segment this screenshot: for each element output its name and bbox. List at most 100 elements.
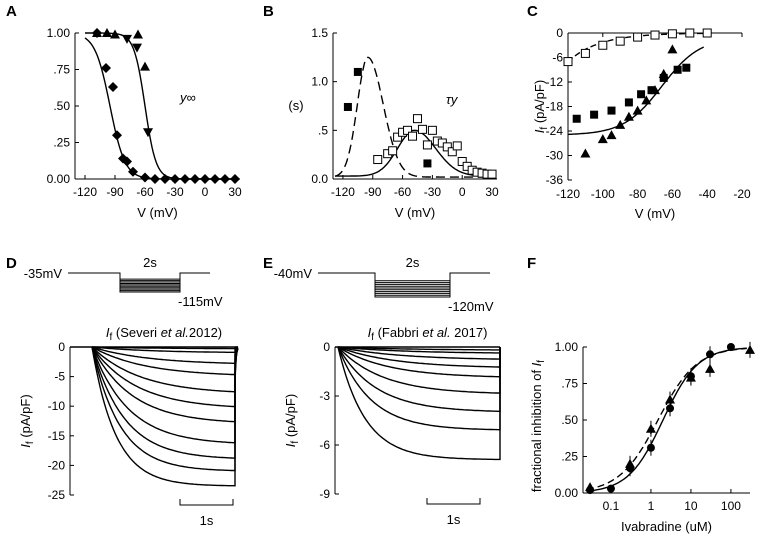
data-point-triangle-down bbox=[122, 34, 132, 44]
data-point-square-open bbox=[408, 131, 418, 141]
y-axis-label: If (pA/pF) bbox=[18, 394, 36, 447]
y-label-sub: f bbox=[25, 441, 36, 444]
y-tick-label: .50 bbox=[53, 99, 70, 113]
y-tick-label: -15 bbox=[48, 429, 66, 443]
data-point-circle bbox=[706, 350, 715, 359]
x-tick-label: -30 bbox=[166, 185, 184, 199]
data-point-triangle bbox=[745, 344, 755, 354]
protocol-duration-label: 2s bbox=[406, 255, 420, 270]
panel-b: 0.0 .5 1.0 1.5 -120 -90 -60 -30 0 30 V (mV) (s) τy bbox=[288, 26, 499, 220]
data-point-square-open bbox=[598, 40, 608, 50]
y-tick-label: .25 bbox=[53, 136, 70, 150]
title-et-al: et al. bbox=[161, 325, 189, 340]
panel-title: If (Fabbri et al. 2017) bbox=[368, 325, 488, 343]
data-point-square-open bbox=[650, 30, 660, 40]
y-label-text: fractional inhibition of bbox=[529, 366, 544, 492]
data-point-diamond bbox=[220, 174, 230, 184]
y-tick-label: -24 bbox=[546, 124, 564, 138]
scale-bar-label: 1s bbox=[447, 512, 461, 527]
x-tick-label: 30 bbox=[485, 185, 499, 199]
y-tick-label: 0 bbox=[323, 340, 330, 354]
x-axis-label: Ivabradine (uM) bbox=[621, 519, 712, 534]
y-tick-label: -3 bbox=[319, 389, 330, 403]
data-point-square bbox=[423, 159, 432, 168]
data-point-square-open bbox=[393, 132, 403, 142]
data-point-diamond bbox=[200, 174, 210, 184]
data-point-square bbox=[607, 106, 616, 115]
current-trace bbox=[337, 346, 501, 351]
protocol-holding-label: -40mV bbox=[274, 266, 313, 281]
x-tick-label: 100 bbox=[721, 499, 741, 513]
y-label-i: I bbox=[529, 362, 544, 366]
data-point-triangle bbox=[645, 423, 656, 433]
y-tick-label: -12 bbox=[546, 75, 564, 89]
data-point-circle bbox=[726, 343, 735, 351]
panel-letter-e: E bbox=[263, 255, 273, 272]
panel-letter-c: C bbox=[527, 3, 538, 20]
data-point-triangle bbox=[623, 111, 634, 121]
title-post: 2017) bbox=[451, 325, 488, 340]
y-label-sub: f bbox=[290, 441, 301, 444]
data-point-triangle bbox=[658, 68, 669, 78]
y-tick-label: 0.00 bbox=[555, 486, 579, 500]
x-tick-label: -30 bbox=[424, 185, 442, 199]
y-tick-label: 1.00 bbox=[47, 26, 71, 40]
x-tick-label: -90 bbox=[106, 185, 124, 199]
data-point-triangle bbox=[102, 28, 112, 37]
scale-bar bbox=[179, 499, 234, 506]
panel-letter-d: D bbox=[6, 255, 17, 272]
y-label-unit: (pA/pF) bbox=[18, 394, 33, 441]
panel-a: 0.00 .25 .50 .75 1.00 -120 -90 -60 -30 0 30 V (mV) y… bbox=[47, 26, 242, 220]
current-trace bbox=[337, 346, 501, 354]
data-point-diamond bbox=[112, 130, 122, 141]
fit-curve-1 bbox=[85, 32, 235, 180]
y-tick-label: 1.0 bbox=[311, 75, 328, 89]
x-tick-label: 10 bbox=[684, 499, 698, 513]
panel-title: If (Severi et al.2012) bbox=[106, 325, 222, 343]
data-point-diamond bbox=[210, 174, 220, 184]
data-point-triangle bbox=[685, 372, 696, 382]
x-tick-label: -120 bbox=[73, 185, 97, 199]
y-tick-label: -25 bbox=[48, 488, 66, 502]
data-point-triangle bbox=[667, 44, 678, 54]
panel-letter-b: B bbox=[263, 3, 274, 20]
y-tick-label: 1.00 bbox=[555, 340, 579, 354]
data-point-triangle bbox=[597, 134, 608, 144]
data-point-square-open bbox=[417, 124, 427, 134]
data-point-diamond bbox=[150, 174, 160, 184]
data-point-square-open bbox=[447, 147, 457, 157]
data-point-triangle-down bbox=[143, 128, 153, 138]
data-point-square bbox=[590, 110, 599, 119]
x-tick-label: -60 bbox=[664, 187, 682, 201]
data-point-square bbox=[682, 63, 691, 72]
protocol-step-label: -115mV bbox=[178, 294, 223, 309]
data-point-triangle bbox=[140, 61, 150, 71]
title-sub: f bbox=[371, 332, 374, 343]
data-point-square bbox=[343, 102, 352, 111]
protocol-step-label: -120mV bbox=[448, 299, 494, 314]
protocol-duration-label: 2s bbox=[143, 255, 157, 270]
data-point-triangle bbox=[615, 119, 626, 129]
data-point-square bbox=[637, 90, 646, 99]
x-axis-label: V (mV) bbox=[635, 206, 675, 221]
data-point-square-open bbox=[412, 114, 422, 124]
data-point-circle bbox=[646, 443, 655, 452]
data-point-triangle bbox=[133, 29, 143, 39]
y-tick-label: -36 bbox=[546, 173, 564, 187]
data-point-triangle bbox=[580, 148, 591, 158]
title-sub: f bbox=[110, 332, 113, 343]
y-tick-label: .50 bbox=[561, 413, 578, 427]
data-point-square bbox=[647, 86, 656, 95]
data-point-square bbox=[624, 98, 633, 107]
x-tick-label: -20 bbox=[733, 187, 751, 201]
panel-f: 0.00 .25 .50 .75 1.00 0.1 1 10 100 Ivabradine (uM… bbox=[529, 340, 755, 534]
x-tick-label: 0 bbox=[202, 185, 209, 199]
data-point-diamond bbox=[101, 63, 111, 74]
data-point-square-open bbox=[487, 169, 497, 179]
protocol-outline bbox=[318, 272, 490, 298]
data-point-square-open bbox=[403, 125, 413, 135]
data-point-triangle bbox=[665, 394, 676, 404]
annotation-tau-y: τy bbox=[446, 92, 459, 107]
data-point-diamond bbox=[122, 156, 132, 167]
y-tick-label: 0 bbox=[58, 340, 65, 354]
